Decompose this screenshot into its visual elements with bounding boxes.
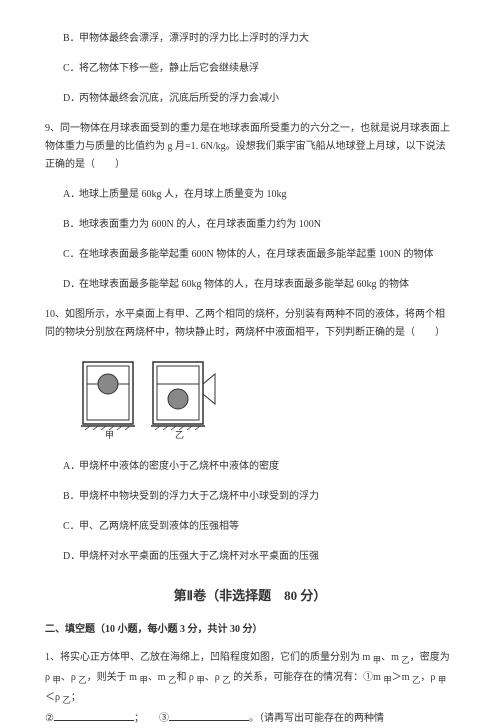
t: 1、将实心正方体甲、乙放在海绵上，凹陷程度如图，它们的质量分别为 m [45, 652, 373, 663]
section2-title: 第Ⅱ卷（非选择题 80 分） [45, 584, 455, 607]
q9-option-b: B．地球表面重力为 600N 的人，在月球表面重力约为 100N [45, 216, 455, 234]
label-yi: 乙 [175, 430, 184, 439]
q10-option-a: A．甲烧杯中液体的密度小于乙烧杯中液体的密度 [45, 458, 455, 476]
opt-text: 甲烧杯中液体的密度小于乙烧杯中液体的密度 [79, 461, 279, 472]
opt-label: B． [63, 488, 79, 506]
opt-text: 甲烧杯对水平桌面的压强大于乙烧杯对水平桌面的压强 [79, 551, 319, 562]
opt-label: A． [63, 458, 79, 476]
t: ，ρ [420, 672, 438, 683]
blank-3[interactable] [169, 709, 249, 721]
opt-text: 丙物体最终会沉底，沉底后所受的浮力会减小 [79, 93, 279, 104]
opt-label: B． [63, 30, 79, 48]
opt-text: 甲、乙两烧杯底受到液体的压强相等 [79, 521, 239, 532]
t: 、ρ [205, 672, 223, 683]
num-3: ； ③ [134, 713, 169, 724]
q10-option-d: D．甲烧杯对水平桌面的压强大于乙烧杯对水平桌面的压强 [45, 548, 455, 566]
sub: 甲 [373, 656, 381, 665]
t: ； [71, 692, 81, 703]
sub: 乙 [63, 696, 71, 705]
q9-option-d: D．在地球表面最多能举起 60kg 物体的人，在月球表面最多能举起 60kg 的… [45, 276, 455, 294]
opt-text: 甲烧杯中物块受到的浮力大于乙烧杯中小球受到的浮力 [79, 491, 319, 502]
t: 和 ρ [176, 672, 196, 683]
t: 、m [148, 672, 168, 683]
sub: 乙 [222, 676, 230, 685]
blank-2[interactable] [54, 709, 134, 721]
q9-option-a: A．地球上质量是 60kg 人，在月球上质量变为 10kg [45, 186, 455, 204]
fill1-stem: 1、将实心正方体甲、乙放在海绵上，凹陷程度如图，它们的质量分别为 m 甲、m 乙… [45, 649, 455, 728]
opt-label: C． [63, 518, 79, 536]
tail: 。（请再写出可能存在的两种情 [249, 713, 384, 724]
t: ＞m [392, 672, 412, 683]
sub: 甲 [53, 676, 61, 685]
opt-label: C． [63, 60, 79, 78]
q8-option-d: D．丙物体最终会沉底，沉底后所受的浮力会减小 [45, 90, 455, 108]
label-jia: 甲 [105, 430, 114, 439]
q10-stem: 10、如图所示，水平桌面上有甲、乙两个相同的烧杯，分别装有两种不同的液体，将两个… [45, 306, 455, 342]
opt-label: C． [63, 246, 79, 264]
sub: 甲 [139, 676, 147, 685]
section2-sub: 二、填空题（10 小题，每小题 3 分，共计 30 分） [45, 621, 455, 639]
t: ，则关于 m [87, 672, 140, 683]
opt-text: 地球表面重力为 600N 的人，在月球表面重力约为 100N [79, 219, 321, 230]
q10-option-c: C．甲、乙两烧杯底受到液体的压强相等 [45, 518, 455, 536]
q9-option-c: C．在地球表面最多能举起重 600N 物体的人，在月球表面最多能举起重 100N… [45, 246, 455, 264]
sub: 甲 [196, 676, 204, 685]
opt-label: D． [63, 90, 79, 108]
t: 、m [381, 652, 401, 663]
q9-stem: 9、同一物体在月球表面受到的重力是在地球表面所受重力的六分之一，也就是说月球表面… [45, 120, 455, 174]
opt-text: 地球上质量是 60kg 人，在月球上质量变为 10kg [79, 189, 287, 200]
opt-text: 在地球表面最多能举起重 600N 物体的人，在月球表面最多能举起重 100N 的… [79, 249, 433, 260]
q8-option-c: C．将乙物体下移一些，静止后它会继续悬浮 [45, 60, 455, 78]
sub: 乙 [401, 656, 409, 665]
opt-label: D． [63, 276, 79, 294]
sub: 甲 [438, 676, 446, 685]
sub: 甲 [383, 676, 391, 685]
beaker-diagram: 甲 乙 [75, 354, 455, 446]
opt-text: 将乙物体下移一些，静止后它会继续悬浮 [79, 63, 259, 74]
opt-text: 甲物体最终会漂浮，漂浮时的浮力比上浮时的浮力大 [79, 33, 309, 44]
t: 的关系，可能存在的情况有：①m [231, 672, 384, 683]
opt-label: B． [63, 216, 79, 234]
t: 、ρ [61, 672, 79, 683]
opt-label: D． [63, 548, 79, 566]
t: ＜ρ [45, 692, 63, 703]
sub: 乙 [78, 676, 86, 685]
q8-option-b: B．甲物体最终会漂浮，漂浮时的浮力比上浮时的浮力大 [45, 30, 455, 48]
num-2: ② [45, 713, 54, 724]
q10-option-b: B．甲烧杯中物块受到的浮力大于乙烧杯中小球受到的浮力 [45, 488, 455, 506]
opt-label: A． [63, 186, 79, 204]
opt-text: 在地球表面最多能举起 60kg 物体的人，在月球表面最多能举起 60kg 的物体 [79, 279, 409, 290]
